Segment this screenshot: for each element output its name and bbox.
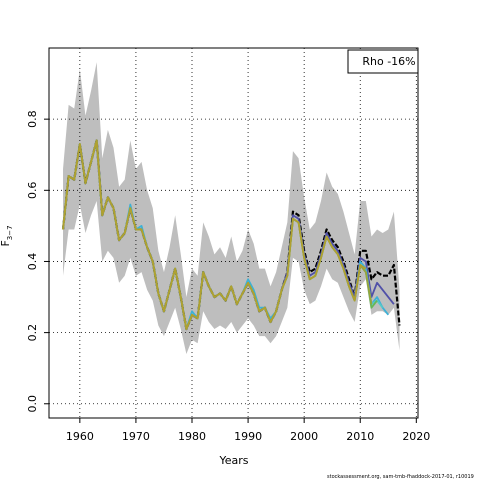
series-line-peel_2011 [62, 139, 367, 330]
y-axis-title-main: F [0, 240, 12, 246]
plot-frame [48, 47, 419, 419]
x-tick-label: 1990 [234, 430, 262, 443]
y-axis-title-sub: 3−7 [6, 225, 14, 240]
y-tick-label: 0.0 [26, 395, 39, 413]
legend: Rho -16% [347, 49, 419, 74]
y-tick-label: 0.4 [26, 253, 39, 271]
x-tick-label: 2000 [290, 430, 318, 443]
x-tick-label: 1970 [122, 430, 150, 443]
y-tick-label: 0.6 [26, 182, 39, 200]
y-axis: 0.0 0.2 0.4 0.6 0.8 [26, 110, 49, 413]
x-axis-title: Years [218, 454, 248, 467]
x-tick-label: 1980 [178, 430, 206, 443]
x-tick-label: 1960 [66, 430, 94, 443]
y-tick-label: 0.8 [26, 110, 39, 128]
legend-text: Rho -16% [362, 55, 415, 68]
footer-credit: stockassessment.org, sam-tmb-fhaddock-20… [327, 474, 474, 480]
confidence-band [63, 62, 400, 354]
x-tick-label: 2020 [402, 430, 430, 443]
x-tick-label: 2010 [346, 430, 374, 443]
legend-box [347, 49, 419, 74]
x-axis: 1960 1970 1980 1990 2000 2010 2020 [66, 418, 430, 443]
y-tick-label: 0.2 [26, 324, 39, 342]
y-axis-title: F3−7 [0, 225, 14, 246]
plot-content [49, 48, 418, 418]
